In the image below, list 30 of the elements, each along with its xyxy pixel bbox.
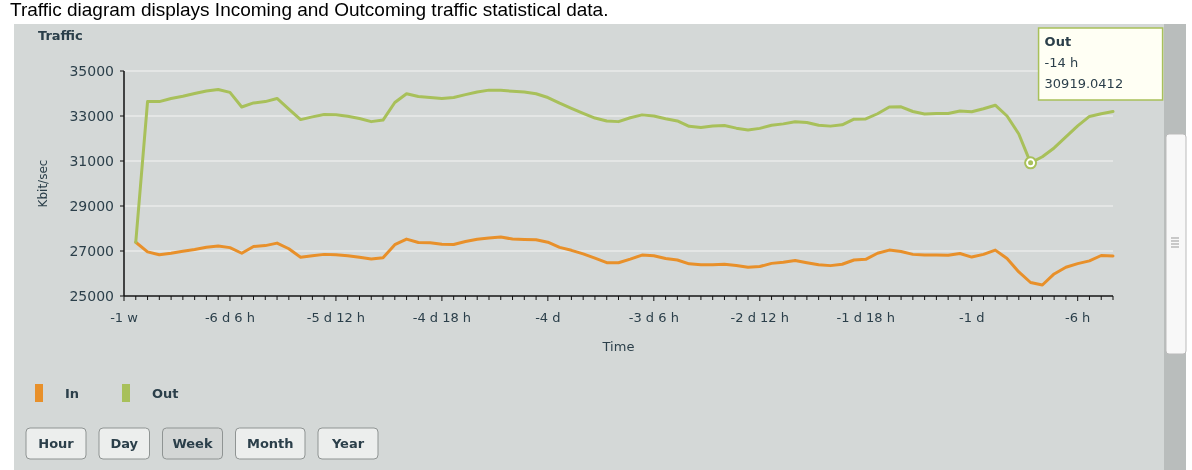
x-axis-title: Time	[601, 339, 635, 354]
x-tick-label: -6 d 6 h	[204, 310, 256, 325]
y-tick-label: 29000	[69, 197, 114, 214]
text: Traffic diagram displays Incoming and Outcoming traffic statistical data.	[10, 0, 609, 20]
line-series	[134, 87, 1115, 244]
x-tick-label: -4 d	[535, 310, 561, 325]
button: Month	[235, 427, 306, 460]
annotation: Out -14 h 30919.0412	[1044, 34, 1124, 91]
x-tick-label: -2 d 12 h	[730, 310, 789, 325]
x-tick-label: -6 h	[1065, 310, 1091, 325]
button: Year	[317, 427, 379, 460]
y-tick-label: 25000	[69, 287, 114, 304]
y-tick-label: 31000	[69, 152, 114, 169]
y-tick-label: 27000	[69, 242, 114, 259]
legend-label: In	[65, 386, 80, 401]
chart-title: Traffic	[38, 28, 83, 43]
y-tick-label: 35000	[69, 62, 114, 79]
x-tick-label: -1 d 18 h	[836, 310, 895, 325]
y-tick-label: 33000	[69, 107, 114, 124]
y-axis-title: Kbit/sec	[36, 159, 50, 208]
x-tick-label: -5 d 12 h	[306, 310, 366, 325]
button: Hour	[25, 427, 87, 460]
line-series	[134, 235, 1115, 287]
x-tick-label: -1 d	[959, 310, 985, 325]
x-tick-label: -3 d 6 h	[628, 310, 679, 325]
x-tick-label: -1 w	[110, 310, 139, 325]
legend-label: Out	[152, 386, 179, 401]
button: Day	[98, 427, 150, 460]
button: Week	[162, 427, 223, 460]
x-tick-label: -4 d 18 h	[412, 310, 472, 325]
